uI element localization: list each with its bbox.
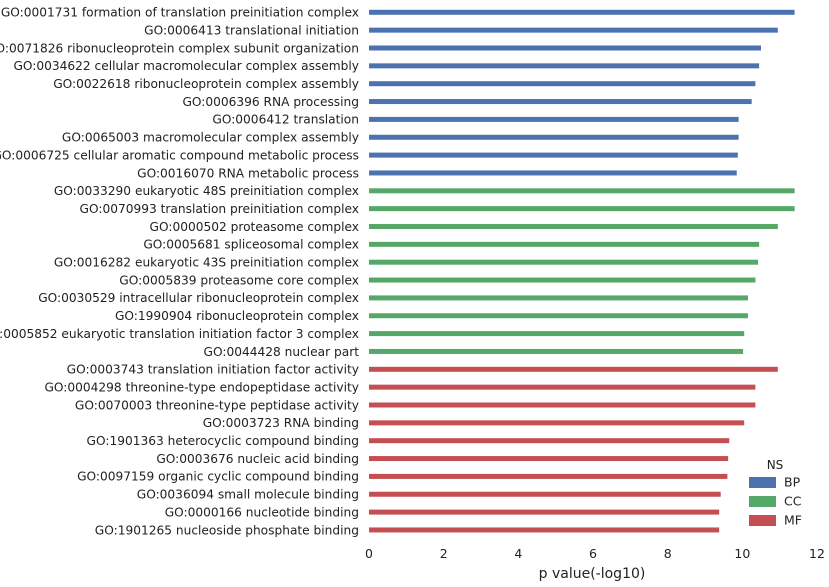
category-label: GO:0000502 proteasome complex [150,220,359,234]
category-label: GO:0070003 threonine-type peptidase acti… [75,398,359,412]
category-label: GO:1901265 nucleoside phosphate binding [95,523,359,537]
bar-bp [369,134,739,140]
x-tick-label: 6 [589,546,597,561]
bar-mf [369,491,721,497]
bar-bp [369,81,756,87]
legend-label-bp: BP [784,475,801,490]
x-tick-label: 12 [809,546,825,561]
category-label: GO:0000166 nucleotide binding [165,505,359,519]
category-label: GO:0006725 cellular aromatic compound me… [0,148,359,162]
category-label: GO:0003676 nucleic acid binding [156,452,359,466]
bar-mf [369,402,756,408]
x-tick-label: 10 [734,546,750,561]
bar-bp [369,9,795,15]
bar-cc [369,188,795,194]
x-tick-label: 4 [514,546,522,561]
category-label: GO:0071826 ribonucleoprotein complex sub… [0,41,359,55]
x-axis-title: p value(-log10) [539,566,646,582]
category-label: GO:0005839 proteasome core complex [119,273,359,287]
x-tick-label: 2 [440,546,448,561]
bar-bp [369,116,739,122]
category-label: GO:0005852 eukaryotic translation initia… [0,327,359,341]
category-label: GO:0006396 RNA processing [182,95,359,109]
legend-label-mf: MF [784,513,802,528]
bar-mf [369,527,720,533]
category-label: GO:0006413 translational initiation [144,23,359,37]
bars-layer [369,9,795,533]
bar-mf [369,473,728,479]
category-label: GO:0003743 translation initiation factor… [67,363,359,377]
x-tick-label: 8 [664,546,672,561]
legend-swatch-cc [749,496,776,507]
bar-mf [369,366,778,372]
bar-cc [369,259,759,265]
bar-cc [369,331,745,337]
legend-title: NS [767,458,784,472]
bar-bp [369,27,778,33]
category-label: GO:1990904 ribonucleoprotein complex [115,309,359,323]
bar-cc [369,206,795,212]
bar-cc [369,295,748,301]
legend: NS BP CC MF [749,458,802,528]
bar-bp [369,99,752,105]
bar-bp [369,152,738,158]
category-label: GO:1901363 heterocyclic compound binding [87,434,359,448]
bar-cc [369,224,778,229]
bar-cc [369,241,760,247]
category-label: GO:0065003 macromolecular complex assemb… [62,131,359,145]
bar-cc [369,348,744,354]
bar-mf [369,420,745,426]
legend-swatch-mf [749,515,776,526]
category-label: GO:0016282 eukaryotic 43S preinitiation … [54,256,359,270]
category-label: GO:0030529 intracellular ribonucleoprote… [38,291,359,305]
category-label: GO:0003723 RNA binding [203,416,359,430]
category-label: GO:0016070 RNA metabolic process [137,166,359,180]
bar-mf [369,456,729,462]
bar-mf [369,438,730,444]
category-label: GO:0036094 small molecule binding [137,488,359,502]
legend-label-cc: CC [784,494,802,509]
category-label: GO:0044428 nuclear part [204,345,360,359]
category-label: GO:0004298 threonine-type endopeptidase … [44,380,359,394]
category-label: GO:0033290 eukaryotic 48S preinitiation … [54,184,359,198]
x-axis: 0 2 4 6 8 10 12 [365,546,825,561]
category-label: GO:0070993 translation preinitiation com… [80,202,359,216]
category-label: GO:0001731 formation of translation prei… [1,6,359,20]
legend-swatch-bp [749,477,776,488]
bar-cc [369,313,748,319]
category-label: GO:0005681 spliceosomal complex [143,238,359,252]
category-label: GO:0006412 translation [212,113,359,127]
bar-mf [369,509,720,515]
bar-bp [369,45,761,51]
x-tick-label: 0 [365,546,373,561]
bar-cc [369,277,756,283]
category-label: GO:0022618 ribonucleoprotein complex ass… [53,77,359,91]
bar-bp [369,63,760,69]
category-label: GO:0097159 organic cyclic compound bindi… [77,470,359,484]
category-label: GO:0034622 cellular macromolecular compl… [13,59,359,73]
bar-bp [369,170,737,176]
bar-mf [369,384,756,390]
category-labels: GO:0001731 formation of translation prei… [0,6,359,538]
